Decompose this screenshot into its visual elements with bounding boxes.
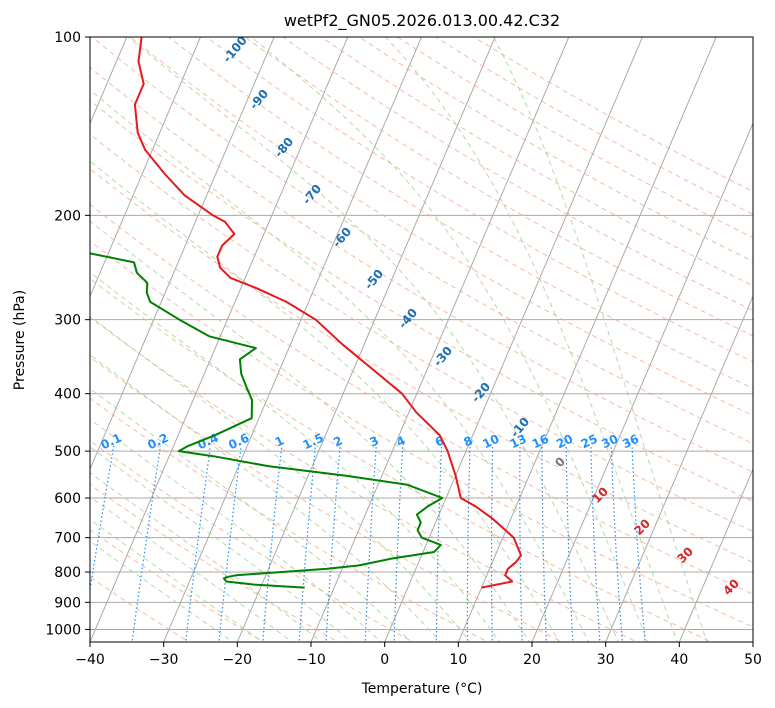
dry-adiabat-line <box>90 278 713 642</box>
isotherm-line <box>90 37 275 471</box>
moist-adiabat-line <box>127 37 619 642</box>
isotherm-line <box>90 37 349 642</box>
y-tick-label: 600 <box>54 491 81 507</box>
isotherm-line <box>678 467 753 642</box>
y-tick-label: 700 <box>54 531 81 547</box>
dewpoint-profile-line <box>90 252 444 589</box>
x-tick-label: 10 <box>449 652 467 668</box>
x-axis-label: Temperature (°C) <box>361 681 483 697</box>
isotherm-line <box>90 37 202 298</box>
moist-adiabat-line <box>493 37 708 642</box>
dry-adiabat-line <box>90 483 340 642</box>
moist-adiabat-line <box>90 354 442 642</box>
dry-adiabat-line <box>90 316 639 642</box>
plot-background <box>90 37 753 642</box>
x-tick-label: 50 <box>744 652 762 668</box>
moist-adiabat-line <box>384 37 678 642</box>
x-tick-label: 0 <box>380 652 389 668</box>
temperature-profile-line <box>133 37 522 589</box>
x-tick-label: 40 <box>670 652 688 668</box>
mixing-ratio-line <box>541 445 547 642</box>
dry-adiabat-line <box>90 240 753 628</box>
mixing-ratio-label: 20 <box>554 432 575 452</box>
plot-frame <box>89 36 754 643</box>
profiles <box>90 37 522 589</box>
y-tick-label: 800 <box>54 565 81 581</box>
dry-adiabat-line <box>90 356 564 642</box>
moist-adiabat-line <box>90 160 560 642</box>
mixing-ratio-line <box>131 445 162 642</box>
x-tick-label: 20 <box>523 652 541 668</box>
y-tick-label: 400 <box>54 387 81 403</box>
x-tick-label: 30 <box>597 652 615 668</box>
mixing-ratio-label: 13 <box>508 432 529 452</box>
y-axis-label: Pressure (hPa) <box>12 290 28 390</box>
mixing-ratio-line <box>298 445 316 642</box>
mixing-ratio-line <box>262 445 283 642</box>
dry-adiabat-line <box>90 529 265 642</box>
isotherm-line <box>236 37 496 642</box>
mixing-ratio-line <box>519 445 523 642</box>
mixing-ratio-label: 25 <box>579 432 600 452</box>
moist-adiabat-line <box>90 540 234 642</box>
dry-adiabat-line <box>90 168 753 563</box>
mixing-ratio-line <box>565 445 574 642</box>
y-tick-label: 1000 <box>45 622 81 638</box>
mixing-ratio-line <box>435 445 443 642</box>
moist-adiabat-line <box>90 446 353 642</box>
x-tick-label: −40 <box>75 652 105 668</box>
y-axis: 1000 900 800 700 600 500 400 300 200 100 <box>45 30 90 638</box>
isotherm-line <box>531 122 753 642</box>
moist-adiabat-line <box>90 271 501 642</box>
moist-adiabat-line <box>250 37 649 642</box>
dry-adiabat-line <box>90 133 753 533</box>
y-tick-label: 100 <box>54 30 81 46</box>
dry-adiabat-line <box>91 37 753 445</box>
moist-adiabat-line <box>90 315 471 642</box>
isotherm-line <box>457 37 717 642</box>
moist-adiabat-line <box>90 472 323 642</box>
isotherm-line <box>384 37 644 642</box>
x-tick-label: −30 <box>149 652 179 668</box>
mixing-ratio-line <box>466 445 471 642</box>
mixing-ratio-line <box>610 445 624 642</box>
mixing-ratio-line <box>185 445 211 642</box>
dry-adiabat-line <box>320 37 753 287</box>
moist-adiabat-line <box>90 496 293 642</box>
y-tick-label: 500 <box>54 444 81 460</box>
chart-title: wetPf2_GN05.2026.013.00.42.C32 <box>284 11 560 31</box>
mixing-ratio-label: 36 <box>620 432 641 452</box>
moist-adiabat-line <box>90 518 264 642</box>
mixing-ratio-line <box>490 445 494 642</box>
x-tick-label: −10 <box>296 652 326 668</box>
isotherm-line <box>163 37 423 642</box>
mixing-ratio-label: 10 <box>480 432 501 452</box>
dry-adiabat-line <box>167 37 753 389</box>
mixing-ratio-line <box>590 445 601 642</box>
y-tick-label: 300 <box>54 313 81 329</box>
isotherm-line <box>90 37 128 125</box>
dry-adiabat-line <box>90 99 753 502</box>
mixing-ratio-label: 30 <box>599 432 620 452</box>
y-tick-label: 900 <box>54 595 81 611</box>
dry-adiabat-line <box>244 37 753 337</box>
moist-adiabat-line <box>90 89 590 642</box>
isotherm-line <box>310 37 570 642</box>
isotherm-line <box>0 10 65 654</box>
isotherm-line <box>605 295 753 642</box>
y-tick-label: 200 <box>54 208 81 224</box>
mixing-ratio-line <box>218 445 242 642</box>
mixing-ratio-line <box>325 445 341 642</box>
mixing-ratio-line <box>393 445 404 642</box>
mixing-ratio-line <box>631 445 646 642</box>
x-tick-label: −20 <box>223 652 253 668</box>
moist-adiabat-line <box>90 388 412 642</box>
mixing-ratio-label: 16 <box>530 432 551 452</box>
x-axis: −40 −30 −20 −10 0 10 20 30 40 50 <box>75 642 762 668</box>
